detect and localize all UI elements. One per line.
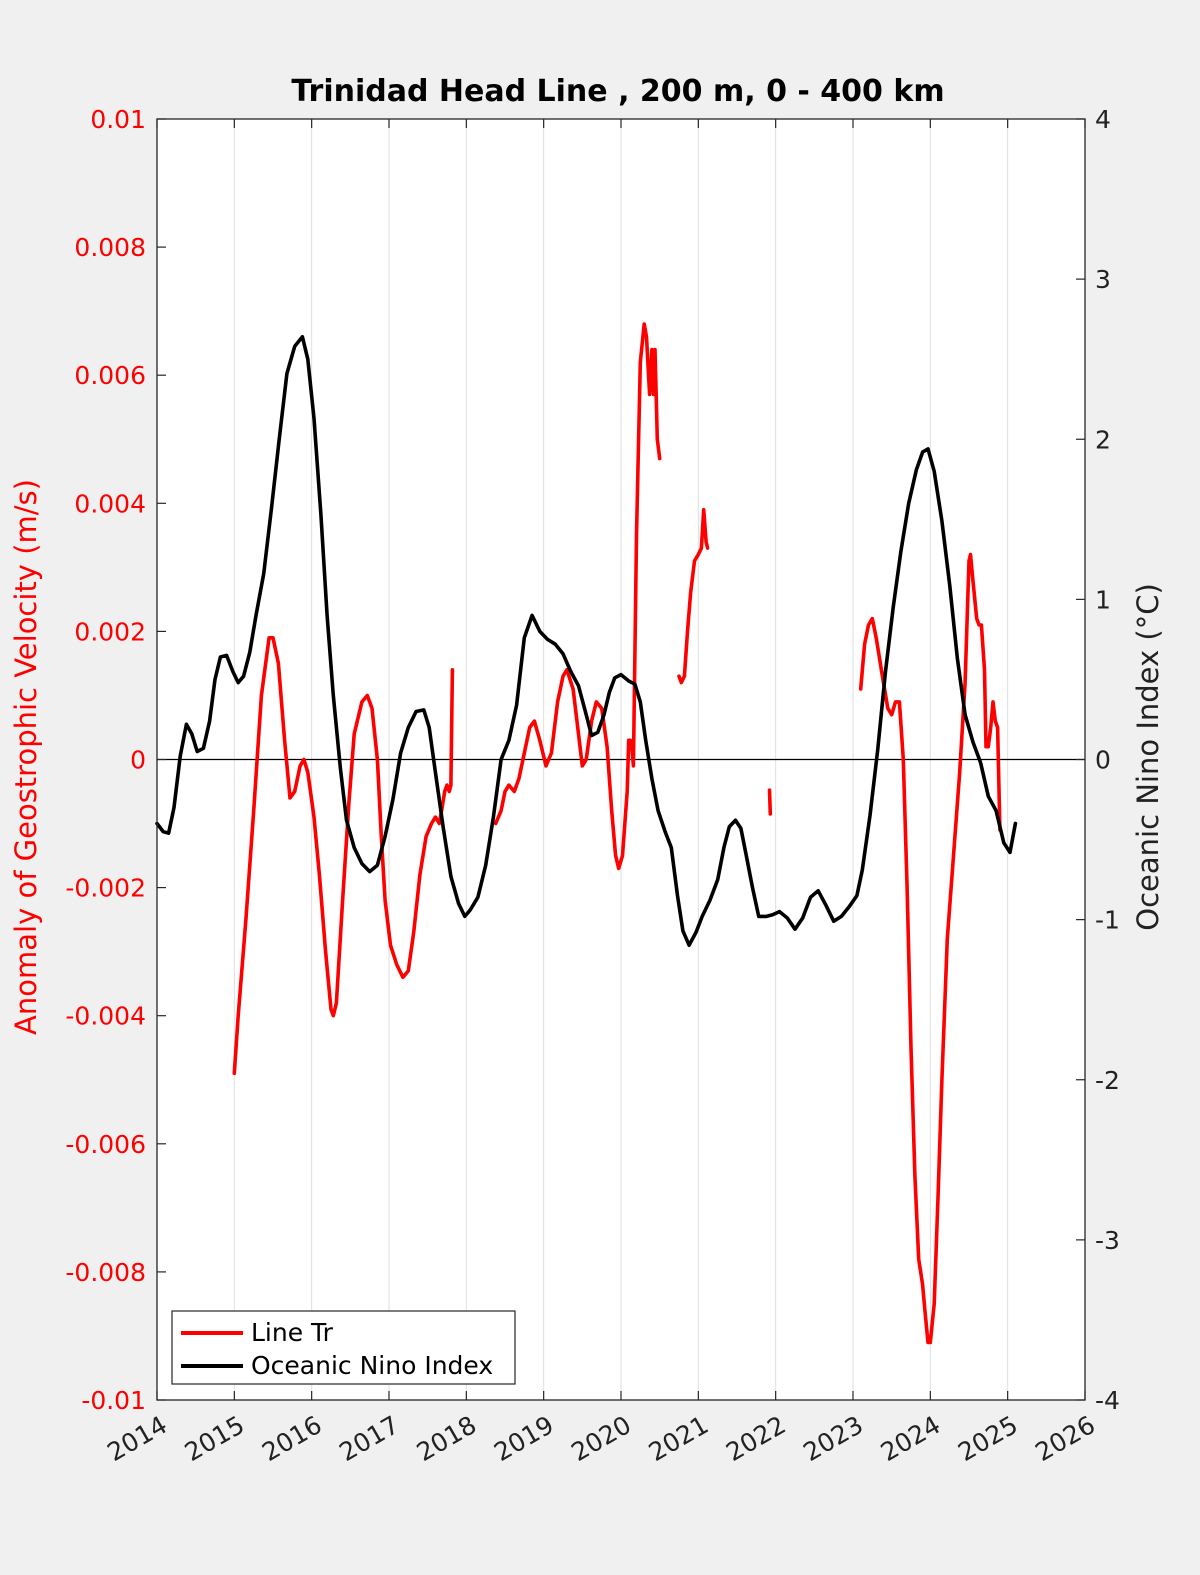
y-axis-left-label: Anomaly of Geostrophic Velocity (m/s) (9, 479, 43, 1035)
series-line-segment (493, 322, 662, 871)
y-left-tick-label: 0.006 (74, 361, 146, 390)
x-tick-label: 2021 (644, 1410, 714, 1467)
y-right-tick-label: -4 (1095, 1386, 1120, 1415)
y-left-tick-label: -0.006 (65, 1130, 146, 1159)
y-right-tick-label: -1 (1095, 906, 1120, 935)
series-line-segment (232, 636, 455, 1076)
legend-box (171, 1310, 516, 1385)
series-line-segment (155, 335, 1018, 947)
y-right-tick-label: 2 (1095, 425, 1111, 454)
x-tick-label: 2020 (566, 1410, 636, 1467)
x-tick-label: 2022 (721, 1410, 791, 1467)
x-tick-label: 2024 (876, 1410, 946, 1467)
y-right-tick-label: 3 (1095, 265, 1111, 294)
y-left-tick-label: -0.002 (65, 874, 146, 903)
y-left-tick-label: -0.008 (65, 1258, 146, 1287)
y-left-tick-label: 0.008 (74, 233, 146, 262)
x-tick-label: 2019 (489, 1410, 559, 1467)
y-right-tick-label: -3 (1095, 1226, 1120, 1255)
series-oceanic-nino-index (155, 335, 1018, 947)
y-left-tick-label: -0.004 (65, 1002, 146, 1031)
x-tick-label: 2018 (412, 1410, 482, 1467)
x-tick-label: 2023 (798, 1410, 868, 1467)
chart-title: Trinidad Head Line , 200 m, 0 - 400 km (291, 74, 944, 109)
x-tick-label: 2017 (334, 1410, 404, 1467)
legend-label-oni: Oceanic Nino Index (251, 1351, 493, 1380)
y-left-tick-label: 0.01 (90, 105, 146, 134)
series-line-segment (767, 788, 773, 816)
y-left-tick-label: 0.002 (74, 617, 146, 646)
legend: Line Tr Oceanic Nino Index (171, 1310, 516, 1385)
series-line-segment (677, 507, 710, 685)
y-left-tick-label: 0 (130, 746, 146, 775)
x-tick-label: 2026 (1030, 1410, 1100, 1467)
y-right-tick-label: -2 (1095, 1066, 1120, 1095)
x-tick-label: 2016 (257, 1410, 327, 1467)
x-tick-label: 2015 (180, 1410, 250, 1467)
y-left-tick-label: 0.004 (74, 489, 146, 518)
y-left-tick-label: -0.01 (81, 1386, 146, 1415)
legend-label-line-tr: Line Tr (251, 1318, 334, 1347)
series-layer (155, 322, 1018, 1345)
y-right-tick-label: 0 (1095, 746, 1111, 775)
x-tick-label: 2025 (953, 1410, 1023, 1467)
y-right-tick-label: 1 (1095, 585, 1111, 614)
series-line-segment (858, 552, 1002, 1345)
x-tick-label: 2014 (102, 1410, 172, 1467)
y-right-tick-label: 4 (1095, 105, 1111, 134)
y-axis-right-label: Oceanic Nino Index (°C) (1131, 583, 1165, 931)
series-line-tr (232, 322, 1002, 1345)
